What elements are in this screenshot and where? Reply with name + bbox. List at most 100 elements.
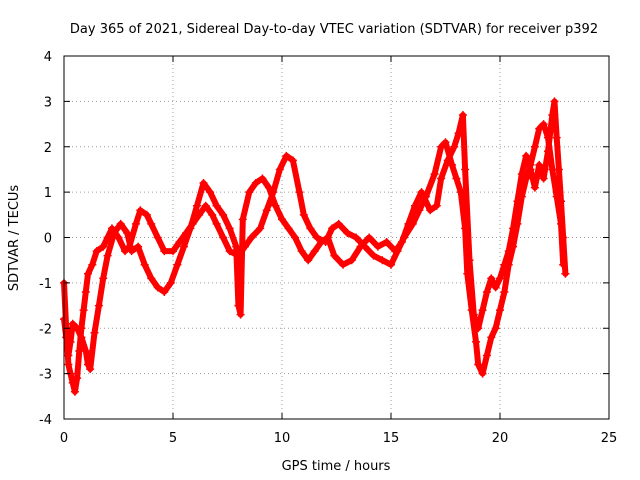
data-point — [548, 110, 557, 119]
data-point — [365, 233, 374, 242]
data-point — [206, 188, 215, 197]
data-point — [535, 160, 544, 169]
data-point — [343, 228, 352, 237]
data-point — [86, 365, 95, 374]
data-point — [297, 247, 306, 256]
data-point — [73, 374, 82, 383]
data-point — [251, 179, 260, 188]
data-point — [487, 333, 496, 342]
data-point — [496, 306, 504, 315]
data-point — [94, 301, 103, 310]
data-point — [92, 247, 101, 256]
data-point — [116, 219, 125, 228]
data-point — [509, 224, 518, 233]
data-point — [339, 260, 348, 269]
y-tick-labels: -4 -3 -2 -1 0 1 2 3 4 — [39, 50, 52, 428]
data-point — [465, 256, 474, 265]
data-point — [437, 174, 446, 183]
series-layer — [60, 97, 570, 396]
data-point — [201, 201, 210, 210]
data-point — [256, 224, 265, 233]
data-point — [535, 124, 544, 133]
y-tick-label: 4 — [44, 50, 52, 65]
tick-marks — [63, 55, 610, 420]
data-point — [225, 224, 234, 233]
data-point — [103, 251, 112, 260]
data-series — [60, 97, 570, 374]
data-point — [238, 215, 247, 224]
data-point — [474, 360, 483, 369]
data-point — [500, 287, 509, 296]
y-tick-label: 2 — [44, 141, 52, 156]
data-point — [410, 201, 419, 210]
x-tick-label: 0 — [60, 431, 68, 446]
data-point — [271, 201, 280, 210]
y-tick-label: 3 — [44, 95, 52, 110]
data-point — [415, 206, 424, 215]
data-point — [147, 274, 156, 283]
data-point — [147, 219, 156, 228]
data-point — [430, 169, 439, 178]
data-point — [550, 97, 559, 106]
series-trace — [61, 121, 567, 395]
y-tick-label: 0 — [44, 232, 52, 247]
data-point — [212, 219, 221, 228]
data-point — [334, 219, 343, 228]
data-point — [175, 238, 184, 247]
data-point — [247, 233, 256, 242]
x-tick-label: 25 — [601, 431, 618, 446]
data-point — [448, 160, 457, 169]
data-point — [452, 174, 461, 183]
data-point — [160, 287, 169, 296]
data-point — [469, 310, 478, 319]
data-point — [478, 369, 487, 378]
data-point — [127, 247, 136, 256]
data-point — [136, 206, 145, 215]
data-point — [304, 256, 313, 265]
data-point — [404, 219, 413, 228]
data-point — [310, 247, 319, 256]
data-point — [561, 269, 570, 278]
data-point — [199, 179, 208, 188]
data-point — [472, 337, 481, 346]
data-point — [317, 238, 326, 247]
data-point — [68, 378, 77, 387]
data-point — [347, 256, 356, 265]
data-point — [64, 351, 73, 360]
data-point — [192, 201, 201, 210]
data-point — [142, 210, 151, 219]
x-axis-label: GPS time / hours — [282, 459, 391, 474]
data-point — [225, 247, 234, 256]
data-point — [323, 233, 332, 242]
data-point — [212, 201, 221, 210]
data-point — [68, 319, 77, 328]
data-point — [352, 233, 361, 242]
data-point — [153, 283, 162, 292]
data-point — [236, 310, 245, 319]
data-point — [134, 242, 143, 251]
data-point — [441, 138, 450, 147]
data-point — [77, 333, 86, 342]
data-point — [330, 251, 339, 260]
data-point — [282, 151, 291, 160]
data-point — [391, 247, 400, 256]
data-point — [208, 210, 217, 219]
data-point — [432, 201, 441, 210]
chart-title: Day 365 of 2021, Sidereal Day-to-day VTE… — [70, 22, 598, 37]
data-point — [299, 210, 308, 219]
data-point — [79, 306, 88, 315]
data-point — [312, 233, 321, 242]
y-tick-label: -3 — [39, 368, 52, 383]
y-axis-label: SDTVAR / TECUs — [7, 185, 22, 292]
data-point — [522, 151, 531, 160]
data-point — [378, 256, 387, 265]
data-point — [543, 147, 552, 156]
data-point — [487, 274, 496, 283]
data-point — [397, 238, 406, 247]
data-point — [160, 247, 169, 256]
data-point — [554, 165, 563, 174]
data-point — [450, 142, 459, 151]
data-point — [90, 328, 99, 337]
data-point — [278, 215, 286, 224]
data-point — [491, 283, 500, 292]
